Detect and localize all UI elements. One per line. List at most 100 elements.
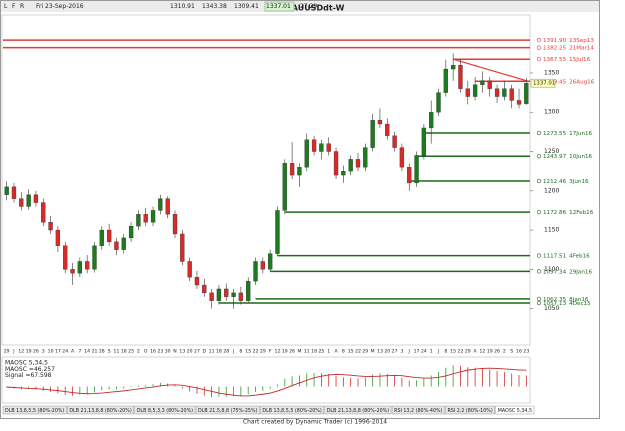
x-tick-label: 29	[4, 349, 10, 355]
candle-body	[150, 210, 156, 223]
x-tick-label: 15	[245, 349, 251, 355]
tab[interactable]	[495, 405, 535, 415]
x-tick-label: 25	[318, 349, 324, 355]
x-tick-label: M	[297, 349, 301, 355]
x-tick-label: J	[12, 349, 14, 355]
candle-body	[472, 84, 478, 97]
chart-title: XAUUSDdt-W	[286, 4, 345, 13]
x-tick-label: 30	[165, 349, 171, 355]
level-label: 1097.34 29Jan16	[543, 269, 592, 275]
x-tick-label: 24	[421, 349, 427, 355]
tab-label[interactable]: RSI 13,2 (80%-40%)	[394, 408, 442, 414]
candle-body	[304, 139, 309, 168]
level-date: 4Dec15	[569, 300, 591, 306]
tab[interactable]	[260, 405, 324, 415]
y-tick-label: 1150	[544, 227, 559, 234]
candle-body	[524, 83, 529, 104]
tab[interactable]	[134, 405, 196, 415]
x-tick-label: F	[269, 349, 272, 355]
candle-body	[224, 288, 229, 297]
candle-body	[385, 123, 390, 136]
candle-body	[377, 119, 383, 125]
level-price: 1117.51	[543, 253, 567, 259]
level-price: 1391.90	[543, 38, 567, 44]
price-panel	[1, 14, 531, 346]
x-tick-label: 2	[137, 349, 140, 355]
x-tick-label: 8	[239, 349, 242, 355]
footer: Chart created by Dynamic Trader (c) 1996…	[243, 419, 387, 426]
osc-legend-sep: =	[29, 366, 34, 373]
candle-body	[363, 147, 368, 168]
candle-body	[268, 253, 273, 270]
tab[interactable]	[67, 405, 134, 415]
tab-label[interactable]: MAOSC 5,34,5	[498, 408, 532, 414]
x-tick-label: 24	[62, 349, 68, 355]
candle-body	[516, 100, 522, 105]
candle-body	[487, 80, 492, 89]
tab[interactable]	[324, 405, 392, 415]
candle-body	[209, 292, 214, 301]
level-label: 1062.35 8Jan16	[543, 296, 589, 302]
candle-body	[407, 167, 412, 184]
price-tag	[530, 78, 556, 88]
level-date: 21Mar14	[569, 45, 594, 51]
tab[interactable]	[195, 405, 260, 415]
tab-label[interactable]: DLB 13,8,5,5 (80%-20%)	[262, 408, 321, 414]
x-tick-label: J	[437, 349, 439, 355]
candle-body	[216, 288, 222, 301]
level-price: 1212.46	[543, 178, 567, 184]
level-label: 1243.97 10Jun16	[543, 154, 593, 160]
x-tick-label: 27	[392, 349, 398, 355]
x-tick-label: 26	[494, 349, 500, 355]
candle-body	[436, 92, 441, 113]
x-tick-label: 25	[128, 349, 134, 355]
level-price: 1097.34	[543, 269, 567, 275]
candle-body	[253, 261, 258, 282]
tab-label[interactable]: DLB 21,13,8,8 (80%-20%)	[327, 408, 390, 414]
x-tick-label: 11	[304, 349, 310, 355]
tab-label[interactable]: RSI 2,2 (80%-10%)	[447, 408, 492, 414]
x-tick-label: 15	[348, 349, 354, 355]
candle-body	[19, 198, 24, 207]
candle-body	[480, 80, 485, 85]
x-tick-label: J	[232, 349, 234, 355]
osc-legend-name: MAOSC	[5, 366, 27, 373]
tab-label[interactable]: DLB 8,5,3,3 (80%-20%)	[137, 408, 193, 414]
x-tick-label: 3	[42, 349, 45, 355]
candle-body	[355, 159, 361, 168]
candle-body	[99, 229, 104, 246]
x-tick-label: O	[144, 349, 148, 355]
tab[interactable]	[445, 405, 495, 415]
level-label: 1367.55 15Jul16	[543, 57, 591, 63]
x-tick-label: 18	[121, 349, 127, 355]
x-tick-label: 15	[450, 349, 456, 355]
x-tick-label: 3	[400, 349, 403, 355]
flag: R	[20, 3, 24, 10]
level-label: 1382.25 21Mar14	[543, 45, 594, 51]
x-tick-label: 1	[327, 349, 330, 355]
tab-label[interactable]: DLB 21,13,8,8 (80%-20%)	[69, 408, 132, 414]
x-tick-label: 22	[458, 349, 464, 355]
y-tick-label: 1050	[544, 305, 559, 312]
tab[interactable]	[391, 405, 445, 415]
candle-body	[465, 88, 470, 97]
level-marker	[536, 57, 542, 62]
x-tick-label: 7	[78, 349, 81, 355]
x-tick-label: 18	[311, 349, 317, 355]
osc-legend: Signal =67.598	[5, 372, 52, 379]
x-tick-label: 1	[430, 349, 433, 355]
x-tick-label: J	[408, 349, 410, 355]
top-bar	[1, 1, 599, 12]
tab-label[interactable]: DLB 21,5,8,8 (75%-25%)	[198, 408, 257, 414]
level-date: 4Feb16	[569, 253, 590, 259]
x-tick-label: A	[334, 349, 338, 355]
x-tick-label: 23	[523, 349, 529, 355]
signal-line	[6, 367, 527, 397]
header-ohlc: 1309.41	[234, 3, 259, 10]
tab[interactable]	[2, 405, 67, 415]
y-tick-label: 1100	[544, 266, 559, 273]
x-tick-label: 28	[99, 349, 105, 355]
tab-label[interactable]: DLB 13,8,5,5 (80%-20%)	[5, 408, 64, 414]
level-date: 13Sep13	[569, 38, 594, 44]
level-price: 1367.55	[543, 57, 567, 63]
